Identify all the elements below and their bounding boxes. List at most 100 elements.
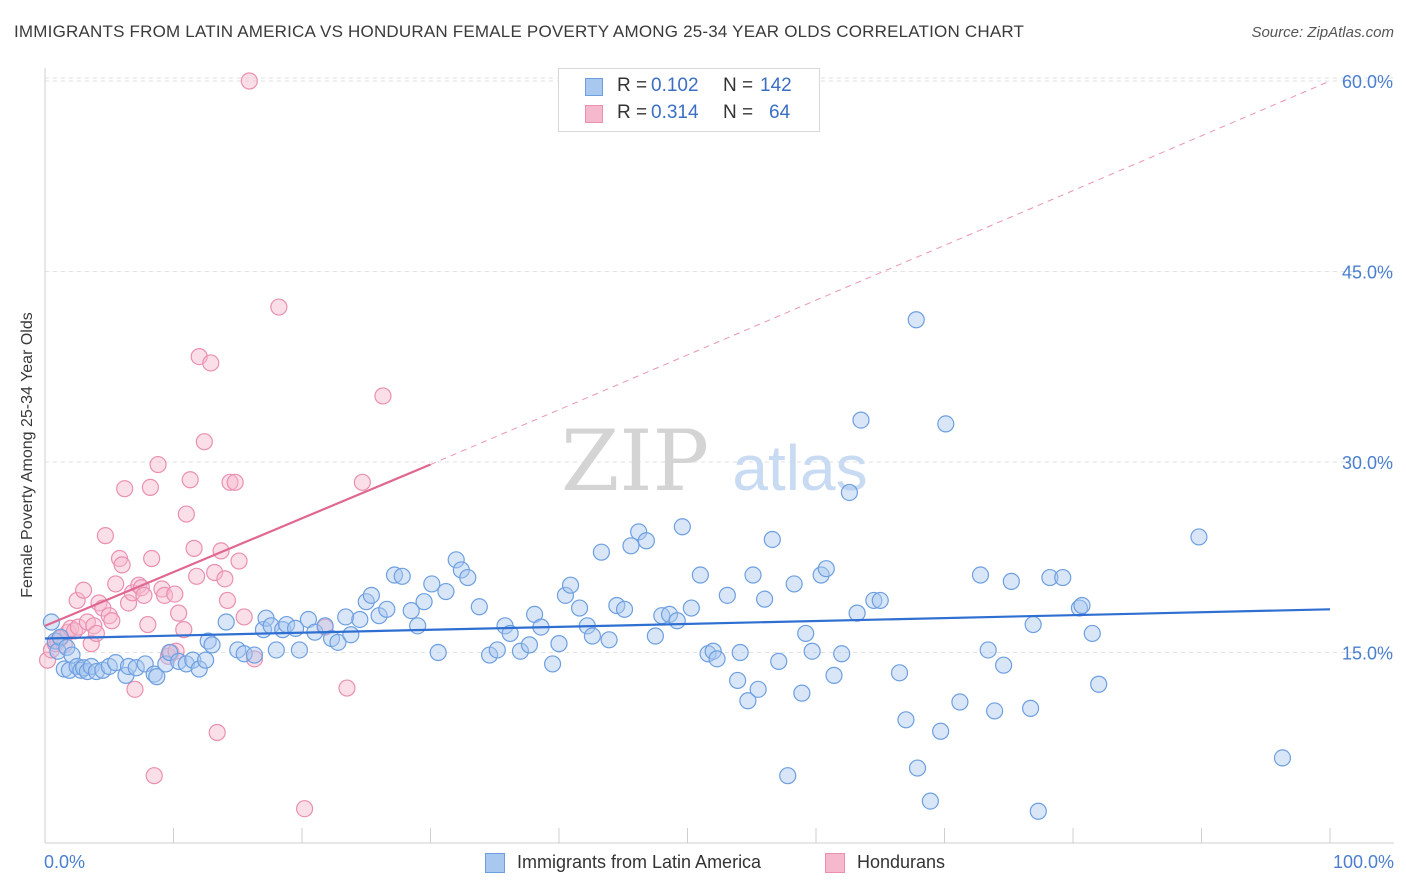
honduran-point <box>119 594 138 612</box>
honduran-point <box>166 585 184 603</box>
latin-america-point <box>907 311 925 329</box>
y-tick-label: 30.0% <box>1342 453 1393 473</box>
latin-america-point <box>971 566 990 584</box>
latin-america-point <box>1190 528 1208 546</box>
latin-america-point <box>470 598 488 616</box>
latin-america-point <box>1002 572 1020 590</box>
latin-america-point <box>691 566 709 584</box>
latin-america-point <box>378 600 396 618</box>
honduran-point <box>218 591 237 610</box>
honduran-point <box>270 298 288 316</box>
latin-america-point <box>797 624 815 643</box>
latin-america-point <box>290 641 309 659</box>
legend-r-label: R = <box>617 75 648 96</box>
latin-america-point <box>770 652 788 670</box>
honduran-point <box>103 612 121 630</box>
latin-america-point <box>1083 624 1101 643</box>
legend-n-value-blue: 142 <box>760 75 792 96</box>
latin-america-point <box>708 650 726 668</box>
honduran-point <box>245 650 264 668</box>
latin-america-point <box>637 532 655 550</box>
latin-america-point <box>127 659 145 677</box>
latin-america-point <box>622 537 640 555</box>
honduran-point <box>143 549 161 568</box>
legend-r-label: R = <box>617 102 648 123</box>
trend-lines <box>44 80 1331 640</box>
latin-america-point <box>749 680 767 698</box>
honduran-point <box>208 723 226 742</box>
honduran-point <box>235 608 253 626</box>
latin-america-point <box>682 599 700 617</box>
latin-america-point <box>583 627 602 645</box>
latin-america-point <box>1273 749 1292 767</box>
latin-america-point <box>184 651 202 669</box>
source-credit: Source: ZipAtlas.com <box>1251 24 1394 41</box>
honduran-point <box>226 473 244 491</box>
honduran-point <box>195 433 213 451</box>
latin-america-point <box>409 617 427 635</box>
latin-america-point <box>673 518 691 536</box>
latin-america-point <box>342 626 360 644</box>
latin-america-point <box>986 702 1004 720</box>
latin-america-point <box>793 684 811 702</box>
latin-america-point <box>1090 675 1108 693</box>
latin-america-point <box>423 575 441 593</box>
legend-swatch-blue <box>585 78 603 96</box>
honduran-point <box>113 556 131 574</box>
legend-r-value-pink: 0.314 <box>651 102 699 123</box>
latin-america-point <box>1029 802 1047 820</box>
latin-america-point <box>763 530 781 549</box>
honduran-point <box>82 635 100 653</box>
latin-america-point <box>190 660 208 678</box>
bottom-legend-label-blue: Immigrants from Latin America <box>517 852 762 872</box>
latin-america-point <box>833 645 851 663</box>
latin-america-point <box>161 643 179 662</box>
latin-america-point <box>785 575 803 593</box>
latin-america-point <box>731 643 749 662</box>
latin-america-point <box>351 610 369 629</box>
latin-america-point <box>393 567 411 585</box>
latin-america-point <box>49 642 67 660</box>
honduran-point <box>221 473 239 491</box>
honduran-point <box>74 581 93 599</box>
latin-america-point <box>87 662 106 681</box>
honduran-point <box>230 552 248 570</box>
legend-n-label: N = <box>723 102 754 123</box>
latin-america-point <box>329 633 347 651</box>
latin-america-point <box>1024 615 1042 634</box>
latin-america-point <box>402 601 420 620</box>
latin-america-point <box>840 483 859 502</box>
honduran-point <box>181 471 199 489</box>
latin-america-point <box>668 612 686 630</box>
honduran-point <box>107 575 125 593</box>
latin-america-point <box>995 656 1013 674</box>
legend-swatch-pink <box>585 105 603 123</box>
latin-america-point <box>755 590 774 608</box>
latin-america-point <box>145 665 163 683</box>
bottom-legend-swatch-blue <box>485 853 505 873</box>
latin-america-point <box>932 722 950 740</box>
latin-america-point <box>908 759 927 777</box>
latin-america-point <box>267 641 285 659</box>
honduran-point <box>202 354 220 372</box>
latin-america-points <box>42 311 1292 820</box>
latin-america-point <box>852 411 870 429</box>
latin-america-point <box>979 641 997 659</box>
legend-n-label: N = <box>723 75 754 96</box>
latin-america-point <box>897 711 915 729</box>
honduran-point <box>135 586 153 604</box>
bottom-legend-label-pink: Hondurans <box>857 852 946 872</box>
honduran-point <box>170 604 188 622</box>
honduran-trend-extension <box>430 80 1331 465</box>
honduran-point <box>175 621 193 639</box>
latin-america-point <box>937 415 955 433</box>
latin-america-point <box>848 604 866 622</box>
y-tick-label: 15.0% <box>1342 644 1393 664</box>
latin-america-point <box>646 627 664 645</box>
latin-america-point <box>217 613 235 631</box>
latin-america-point <box>148 668 166 686</box>
honduran-point <box>295 800 314 818</box>
latin-america-point <box>1041 568 1059 587</box>
latin-america-point <box>1073 596 1091 615</box>
